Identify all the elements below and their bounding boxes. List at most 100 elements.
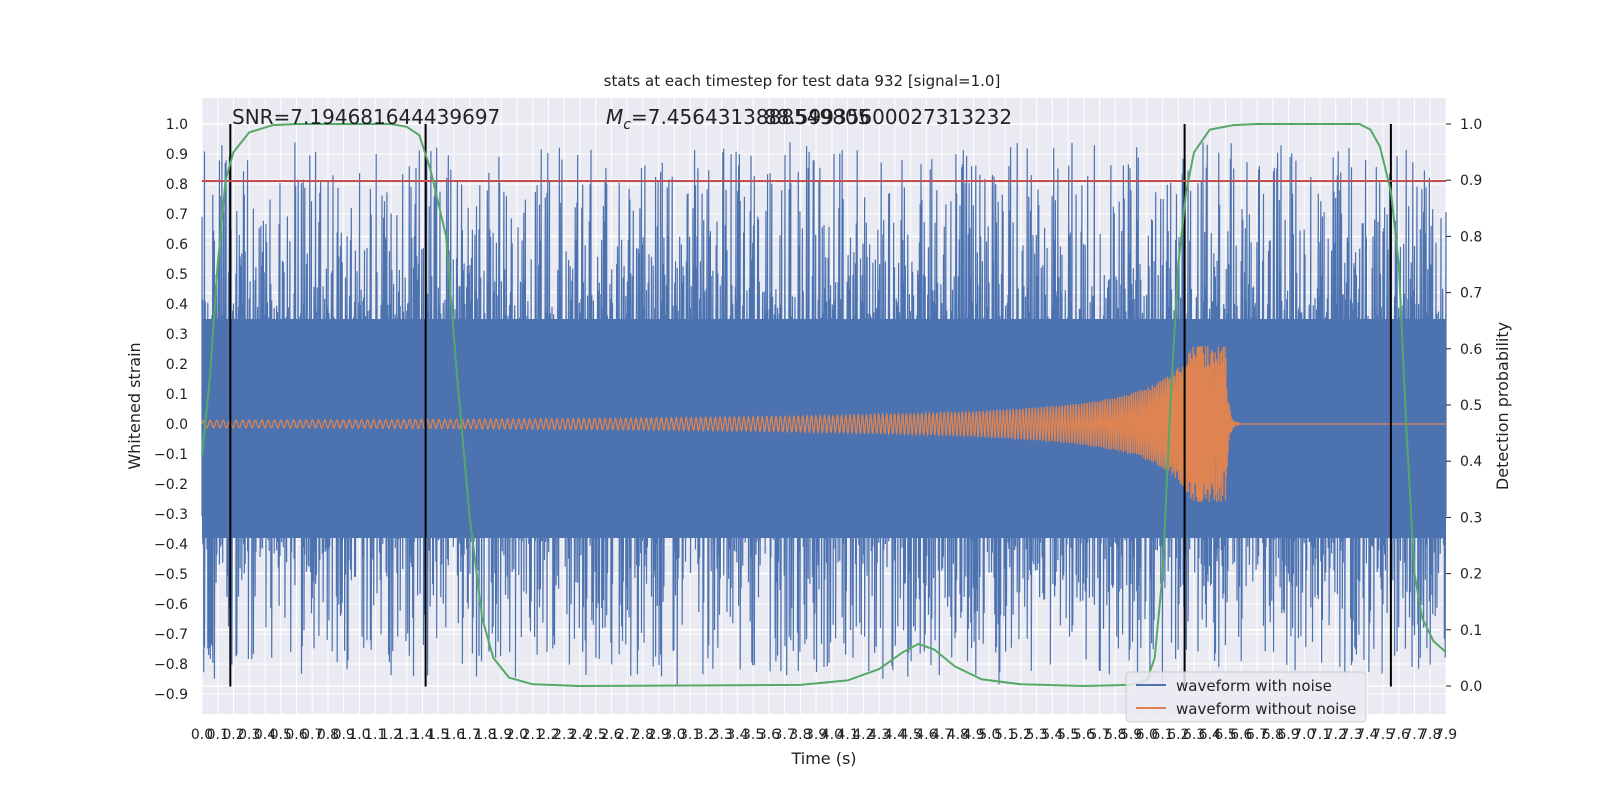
x-tick-label: 4.1 [836,727,858,743]
x-tick-label: 1.0 [348,727,370,743]
x-tick-label: 3.6 [758,727,780,743]
x-tick-label: 7.4 [1356,727,1378,743]
x-tick-label: 0.6 [285,727,307,743]
series-waveform-without-noise [201,345,1446,503]
x-tick-labels: 0.00.10.20.30.40.50.60.70.80.91.01.11.21… [191,727,1457,743]
x-tick-label: 1.9 [490,727,512,743]
x-tick-label: 2.9 [648,727,670,743]
x-tick-label: 4.0 [821,727,843,743]
x-tick-label: 2.5 [585,727,607,743]
x-tick-label: 3.9 [805,727,827,743]
x-tick-label: 3.2 [695,727,717,743]
x-tick-label: 3.5 [742,727,764,743]
y2-tick-label: 0.7 [1460,286,1482,302]
x-tick-label: 0.0 [191,727,213,743]
y-tick-label: −0.3 [154,507,188,523]
x-tick-label: 6.5 [1214,727,1236,743]
x-tick-label: 4.7 [931,727,953,743]
x-tick-label: 7.6 [1388,727,1410,743]
x-tick-label: 2.0 [506,727,528,743]
x-tick-label: 0.7 [301,727,323,743]
x-tick-label: 6.4 [1199,727,1221,743]
x-tick-label: 2.3 [553,727,575,743]
x-tick-label: 6.7 [1246,727,1268,743]
chirp-mass-annotation: Mc=7.4564313888549805 88.599356000273132… [606,105,1012,133]
x-tick-label: 6.1 [1151,727,1173,743]
y-tick-label: −0.1 [154,447,188,463]
legend-label-with-noise: waveform with noise [1176,677,1332,695]
y-tick-label: −0.7 [154,627,188,643]
y2-tick-label: 0.3 [1460,510,1482,526]
x-tick-label: 6.3 [1183,727,1205,743]
series-detection-probability [201,123,1447,688]
x-tick-label: 1.8 [474,727,496,743]
y-axis-label: Whitened strain [125,342,144,469]
x-tick-label: 1.3 [396,727,418,743]
snr-annotation: SNR=7.194681644439697 [232,105,500,129]
x-tick-label: 6.2 [1167,727,1189,743]
x-tick-label: 7.1 [1309,727,1331,743]
x-tick-label: 5.6 [1073,727,1095,743]
y2-tick-label: 0.6 [1460,342,1482,358]
x-tick-label: 7.5 [1372,727,1394,743]
x-tick-label: 2.8 [632,727,654,743]
x-tick-label: 4.3 [868,727,890,743]
legend-box [1125,671,1367,723]
x-tick-label: 3.8 [789,727,811,743]
x-tick-label: 0.9 [333,727,355,743]
x-tick-label: 4.5 [899,727,921,743]
y2-tick-label: 1.0 [1460,117,1482,133]
series-waveform-with-noise [201,142,1447,687]
y2-axis-label: Detection probability [1493,322,1512,490]
x-tick-label: 4.2 [852,727,874,743]
x-tick-label: 0.4 [254,727,276,743]
x-tick-label: 5.0 [978,727,1000,743]
x-tick-label: 7.9 [1435,727,1457,743]
y2-tick-label: 0.5 [1460,398,1482,414]
x-tick-label: 3.7 [774,727,796,743]
x-tick-label: 4.8 [947,727,969,743]
y-tick-label: 0.4 [166,297,188,313]
x-tick-label: 5.1 [994,727,1016,743]
x-tick-label: 1.4 [411,727,433,743]
x-tick-label: 2.6 [600,727,622,743]
y-tick-label: −0.9 [154,687,188,703]
y-tick-label: −0.4 [154,537,188,553]
x-tick-label: 2.1 [522,727,544,743]
x-tick-label: 7.3 [1340,727,1362,743]
x-tick-label: 5.3 [1025,727,1047,743]
x-tick-label: 7.2 [1325,727,1347,743]
noise-trace [201,142,1447,687]
x-tick-label: 2.7 [616,727,638,743]
y2-tick-label: 0.8 [1460,229,1482,245]
x-axis-label: Time (s) [790,749,856,768]
x-tick-label: 1.5 [427,727,449,743]
mc-overlap-text: 88.59935600027313232 [764,105,1012,129]
x-tick-label: 3.3 [711,727,733,743]
x-tick-label: 3.1 [679,727,701,743]
x-tick-label: 0.5 [270,727,292,743]
x-tick-label: 6.6 [1230,727,1252,743]
y-tick-label: −0.5 [154,567,188,583]
probability-trace [201,123,1447,688]
x-tick-label: 6.9 [1277,727,1299,743]
x-tick-label: 0.2 [222,727,244,743]
y-tick-label: 0.6 [166,237,188,253]
legend-label-without-noise: waveform without noise [1176,700,1356,718]
x-tick-label: 6.0 [1136,727,1158,743]
x-tick-label: 2.4 [569,727,591,743]
y2-tick-label: 0.4 [1460,454,1482,470]
x-tick-label: 0.3 [238,727,260,743]
x-tick-label: 7.8 [1419,727,1441,743]
y-tick-label: 0.2 [166,357,188,373]
y-tick-label: 0.1 [166,387,188,403]
x-tick-label: 1.7 [459,727,481,743]
mc-value: =7.4564313888549805 [631,105,870,129]
chart-title: stats at each timestep for test data 932… [604,72,1001,90]
y-tick-label: 0.5 [166,267,188,283]
y2-tick-label: 0.1 [1460,623,1482,639]
x-tick-label: 0.8 [317,727,339,743]
y-tick-label: 0.3 [166,327,188,343]
svg-text:Mc=7.4564313888549805: Mc=7.4564313888549805 [606,105,870,133]
y-tick-label: 0.9 [166,147,188,163]
